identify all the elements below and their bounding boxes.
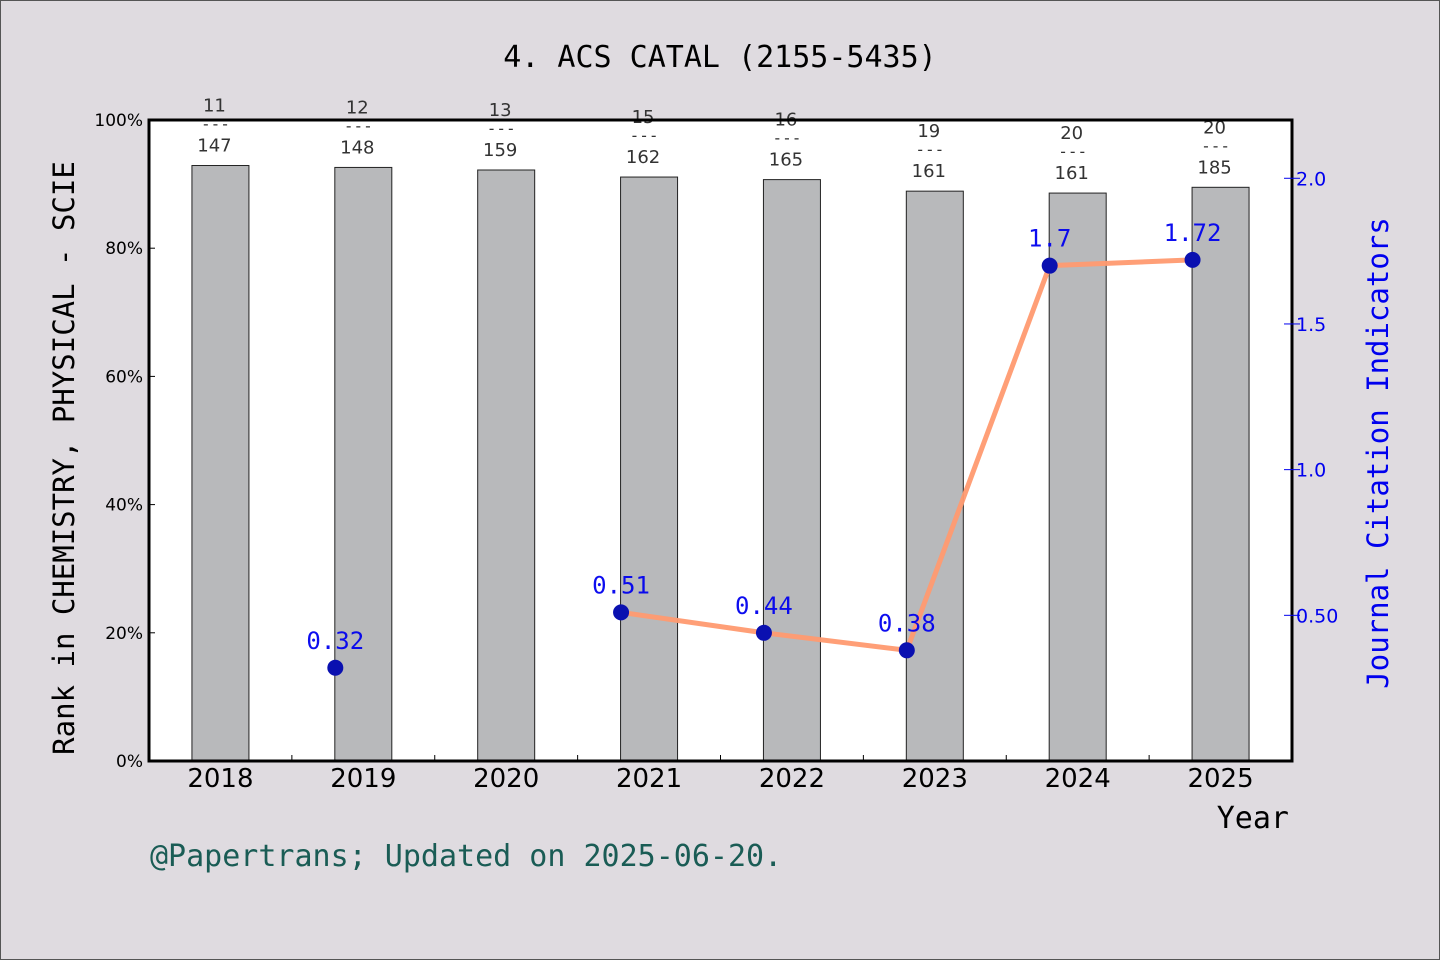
x-tick-label: 2022 — [759, 764, 825, 794]
rank-separator: --- — [1058, 142, 1087, 161]
y-tick-label: 100% — [94, 111, 143, 131]
rank-total: 162 — [626, 147, 660, 168]
rank-labels: 11---14712---14813---15915---16216---165… — [197, 96, 1231, 185]
x-axis-label: Year — [1217, 801, 1289, 836]
x-tick-label: 2019 — [330, 764, 396, 794]
x-axis-ticks: 2018 2019 2020 2021 2022 2023 2024 2025 — [187, 755, 1254, 794]
jci-point-2025 — [1184, 251, 1201, 268]
y-tick-label: 20% — [105, 624, 143, 644]
y2-axis-ticks: 0.50 1.0 1.5 2.0 — [1284, 168, 1338, 627]
footer-note: @Papertrans; Updated on 2025-06-20. — [150, 839, 782, 874]
jci-point-2023 — [898, 642, 915, 659]
bar-2025 — [1191, 186, 1250, 762]
jci-point-2021 — [613, 604, 630, 621]
rank-separator: --- — [1201, 136, 1230, 155]
bar-2018 — [191, 165, 250, 762]
rank-value: 11 — [203, 96, 226, 117]
bar-2019 — [334, 166, 393, 762]
jci-label-2021: 0.51 — [592, 571, 650, 599]
x-tick-label: 2024 — [1045, 764, 1111, 794]
rank-value: 15 — [632, 107, 655, 128]
rank-value: 20 — [1060, 123, 1083, 144]
jci-point-2024 — [1041, 257, 1058, 274]
jci-label-2022: 0.44 — [735, 592, 793, 620]
jci-point-2019 — [327, 659, 344, 676]
bar-2022 — [762, 179, 821, 762]
x-tick-label: 2018 — [187, 764, 253, 794]
rank-total: 148 — [340, 137, 374, 158]
rank-separator: --- — [487, 119, 516, 138]
rank-total: 159 — [483, 140, 517, 161]
x-tick-label: 2025 — [1187, 764, 1253, 794]
bar-2024 — [1048, 192, 1107, 762]
rank-total: 147 — [197, 136, 231, 157]
y-axis-label: Rank in CHEMISTRY, PHYSICAL - SCIE — [47, 161, 81, 755]
bar-2021 — [620, 176, 679, 762]
jci-label-2025: 1.72 — [1164, 219, 1222, 247]
plot-area — [149, 120, 1292, 761]
rank-value: 20 — [1203, 117, 1226, 138]
x-tick-label: 2021 — [616, 764, 682, 794]
rank-value: 12 — [346, 97, 369, 118]
jci-label-2024: 1.7 — [1028, 225, 1071, 253]
y-tick-label: 0% — [116, 752, 143, 772]
y2-axis-label: Journal Citation Indicators — [1361, 217, 1395, 688]
rank-value: 13 — [489, 100, 512, 121]
rank-separator: --- — [772, 129, 801, 148]
jci-series: 0.32 0.51 0.44 0.38 1.7 1.72 — [306, 219, 1221, 676]
bar-2023 — [905, 190, 964, 762]
y-tick-label: 40% — [105, 496, 143, 516]
rank-separator: --- — [201, 115, 230, 134]
chart-title: 4. ACS CATAL (2155-5435) — [503, 40, 936, 75]
y-tick-label: 60% — [105, 367, 143, 387]
y2-tick-label: 1.5 — [1296, 314, 1326, 336]
y2-tick-label: 0.50 — [1296, 605, 1338, 627]
rank-total: 165 — [769, 150, 803, 171]
x-tick-label: 2020 — [473, 764, 539, 794]
rank-total: 161 — [1055, 163, 1089, 184]
jci-label-2019: 0.32 — [306, 627, 364, 655]
y-axis-ticks: 0% 20% 40% 60% 80% 100% — [94, 111, 155, 772]
y-tick-label: 80% — [105, 239, 143, 259]
rank-total: 161 — [912, 161, 946, 182]
x-tick-label: 2023 — [902, 764, 968, 794]
jci-label-2023: 0.38 — [878, 609, 936, 637]
bar-2020 — [477, 169, 536, 762]
rank-total: 185 — [1197, 157, 1231, 178]
y2-tick-label: 2.0 — [1296, 168, 1326, 190]
jci-point-2022 — [755, 624, 772, 641]
rank-separator: --- — [915, 140, 944, 159]
y2-tick-label: 1.0 — [1296, 460, 1326, 482]
rank-value: 19 — [917, 121, 940, 142]
rank-separator: --- — [630, 126, 659, 145]
